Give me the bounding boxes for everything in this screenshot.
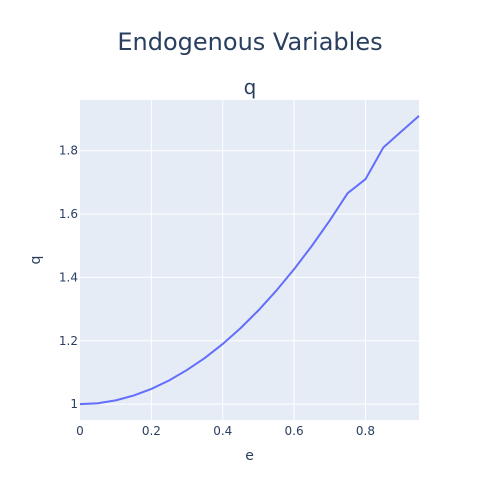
chart-subtitle: q [244, 75, 257, 99]
y-axis-label: q [28, 256, 44, 265]
y-tick-label: 1 [70, 397, 78, 411]
x-tick-label: 0 [76, 424, 84, 438]
y-tick-labels: 1 1.2 1.4 1.6 1.8 [59, 144, 78, 411]
plot-area [80, 100, 419, 420]
x-tick-label: 0.2 [142, 424, 161, 438]
x-gridlines [150, 100, 366, 420]
x-tick-labels: 0 0.2 0.4 0.6 0.8 [76, 424, 375, 438]
x-axis-label: e [245, 448, 254, 464]
chart-title: Endogenous Variables [117, 28, 382, 56]
y-tick-label: 1.8 [59, 144, 78, 158]
x-tick-label: 0.6 [285, 424, 304, 438]
y-tick-label: 1.6 [59, 207, 78, 221]
y-gridlines [80, 150, 419, 405]
x-tick-label: 0.4 [213, 424, 232, 438]
y-tick-label: 1.4 [59, 270, 78, 284]
y-tick-label: 1.2 [59, 334, 78, 348]
series-line [79, 115, 420, 406]
x-tick-label: 0.8 [356, 424, 375, 438]
